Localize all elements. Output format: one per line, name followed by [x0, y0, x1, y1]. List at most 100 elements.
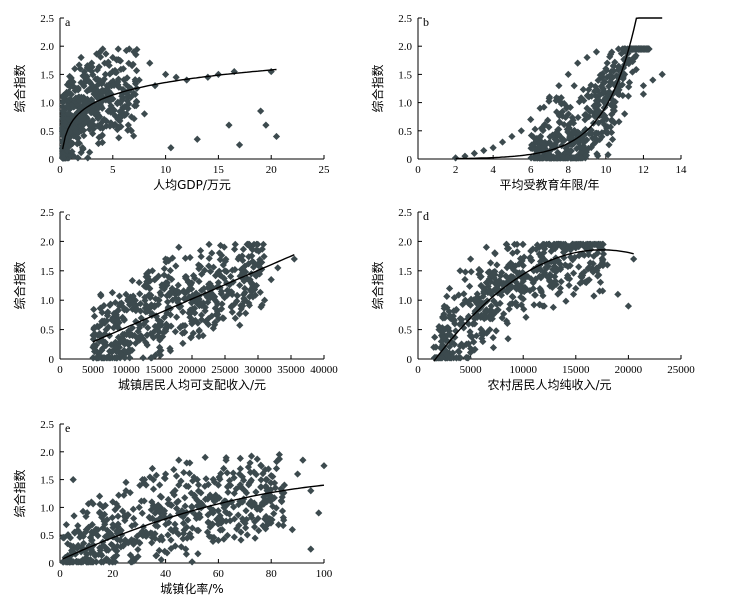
y-tick-label: 2.0 — [40, 41, 54, 53]
data-point — [64, 540, 72, 548]
data-point — [203, 528, 212, 536]
data-point — [194, 550, 202, 558]
x-tick-label: 35000 — [277, 364, 305, 376]
data-point — [215, 249, 224, 257]
data-point — [564, 70, 572, 78]
data-point — [624, 92, 632, 100]
data-point — [551, 243, 559, 252]
y-axis-title: 综合指数 — [12, 64, 27, 112]
data-point — [60, 533, 68, 541]
y-tick-label: 1.5 — [40, 266, 54, 278]
data-point — [621, 110, 629, 118]
data-point — [445, 343, 454, 351]
data-point — [114, 45, 122, 53]
data-point — [88, 558, 97, 566]
data-point — [162, 320, 171, 328]
data-point — [466, 348, 475, 357]
data-point — [611, 98, 619, 106]
data-point — [146, 473, 154, 481]
data-point — [166, 311, 175, 319]
data-point — [177, 477, 185, 485]
data-point — [215, 494, 223, 502]
data-point — [59, 106, 68, 115]
data-point — [201, 266, 209, 274]
x-tick-label: 25000 — [211, 364, 239, 376]
data-point — [260, 493, 268, 501]
data-point — [267, 471, 275, 480]
data-point — [237, 536, 245, 544]
x-tick-label: 15000 — [145, 364, 173, 376]
data-point — [290, 255, 298, 263]
data-point — [121, 340, 129, 348]
panel-label: d — [423, 209, 429, 223]
data-point — [500, 310, 508, 318]
data-point — [125, 349, 133, 357]
data-point — [59, 103, 67, 111]
data-point — [240, 294, 248, 303]
data-point — [131, 520, 139, 529]
data-point — [579, 240, 587, 248]
data-point — [114, 522, 122, 531]
data-point — [94, 139, 103, 148]
data-point — [103, 516, 111, 524]
data-point — [263, 476, 271, 484]
data-point — [242, 524, 250, 532]
data-point — [204, 320, 213, 329]
data-point — [162, 70, 170, 78]
data-point — [241, 262, 249, 270]
data-point — [163, 309, 171, 317]
data-point — [228, 290, 236, 299]
x-tick-label: 5000 — [82, 364, 105, 376]
y-tick-label: 1.0 — [398, 98, 412, 110]
data-point — [105, 97, 113, 106]
data-point — [245, 240, 253, 248]
data-point — [519, 240, 527, 248]
data-point — [557, 264, 565, 272]
data-point — [225, 121, 233, 129]
data-point — [83, 64, 92, 72]
data-point — [545, 94, 553, 103]
data-point — [272, 504, 280, 512]
data-point — [245, 301, 254, 309]
data-point — [59, 154, 67, 162]
data-point — [564, 271, 572, 280]
data-point — [541, 120, 549, 129]
data-point — [106, 529, 115, 537]
data-point — [227, 498, 235, 506]
data-point — [69, 476, 77, 484]
data-point — [539, 240, 547, 248]
data-point — [160, 474, 169, 482]
data-point — [122, 487, 130, 495]
data-point — [528, 141, 536, 149]
data-point — [137, 497, 145, 505]
data-point — [591, 240, 599, 248]
data-point — [174, 295, 183, 303]
data-point — [594, 76, 602, 85]
data-point — [169, 296, 177, 304]
data-point — [592, 97, 600, 105]
data-point — [149, 485, 158, 493]
data-point — [71, 550, 80, 558]
fit-curve — [455, 17, 663, 160]
data-point — [468, 332, 476, 341]
data-point — [120, 315, 128, 323]
data-point — [263, 490, 271, 498]
data-point — [569, 256, 577, 264]
data-point — [116, 536, 124, 544]
data-point — [610, 62, 618, 71]
panel-e: 0 0.5 1.0 1.5 2.0 2.5 0 20 40 60 80 100 e 城镇化率/% 综合指数 — [12, 419, 333, 596]
data-point — [121, 354, 129, 362]
data-point — [256, 288, 264, 296]
data-point — [565, 281, 573, 290]
y-tick-label: 0.5 — [40, 126, 54, 138]
x-axis-title: 农村居民人均纯收入/元 — [487, 378, 611, 392]
data-point — [109, 316, 117, 325]
data-point — [216, 512, 224, 520]
data-point — [163, 292, 171, 300]
data-point — [599, 110, 607, 118]
data-point — [628, 68, 637, 76]
data-point — [208, 312, 216, 320]
data-point — [221, 257, 229, 265]
data-point — [179, 535, 187, 543]
data-point — [196, 246, 205, 255]
